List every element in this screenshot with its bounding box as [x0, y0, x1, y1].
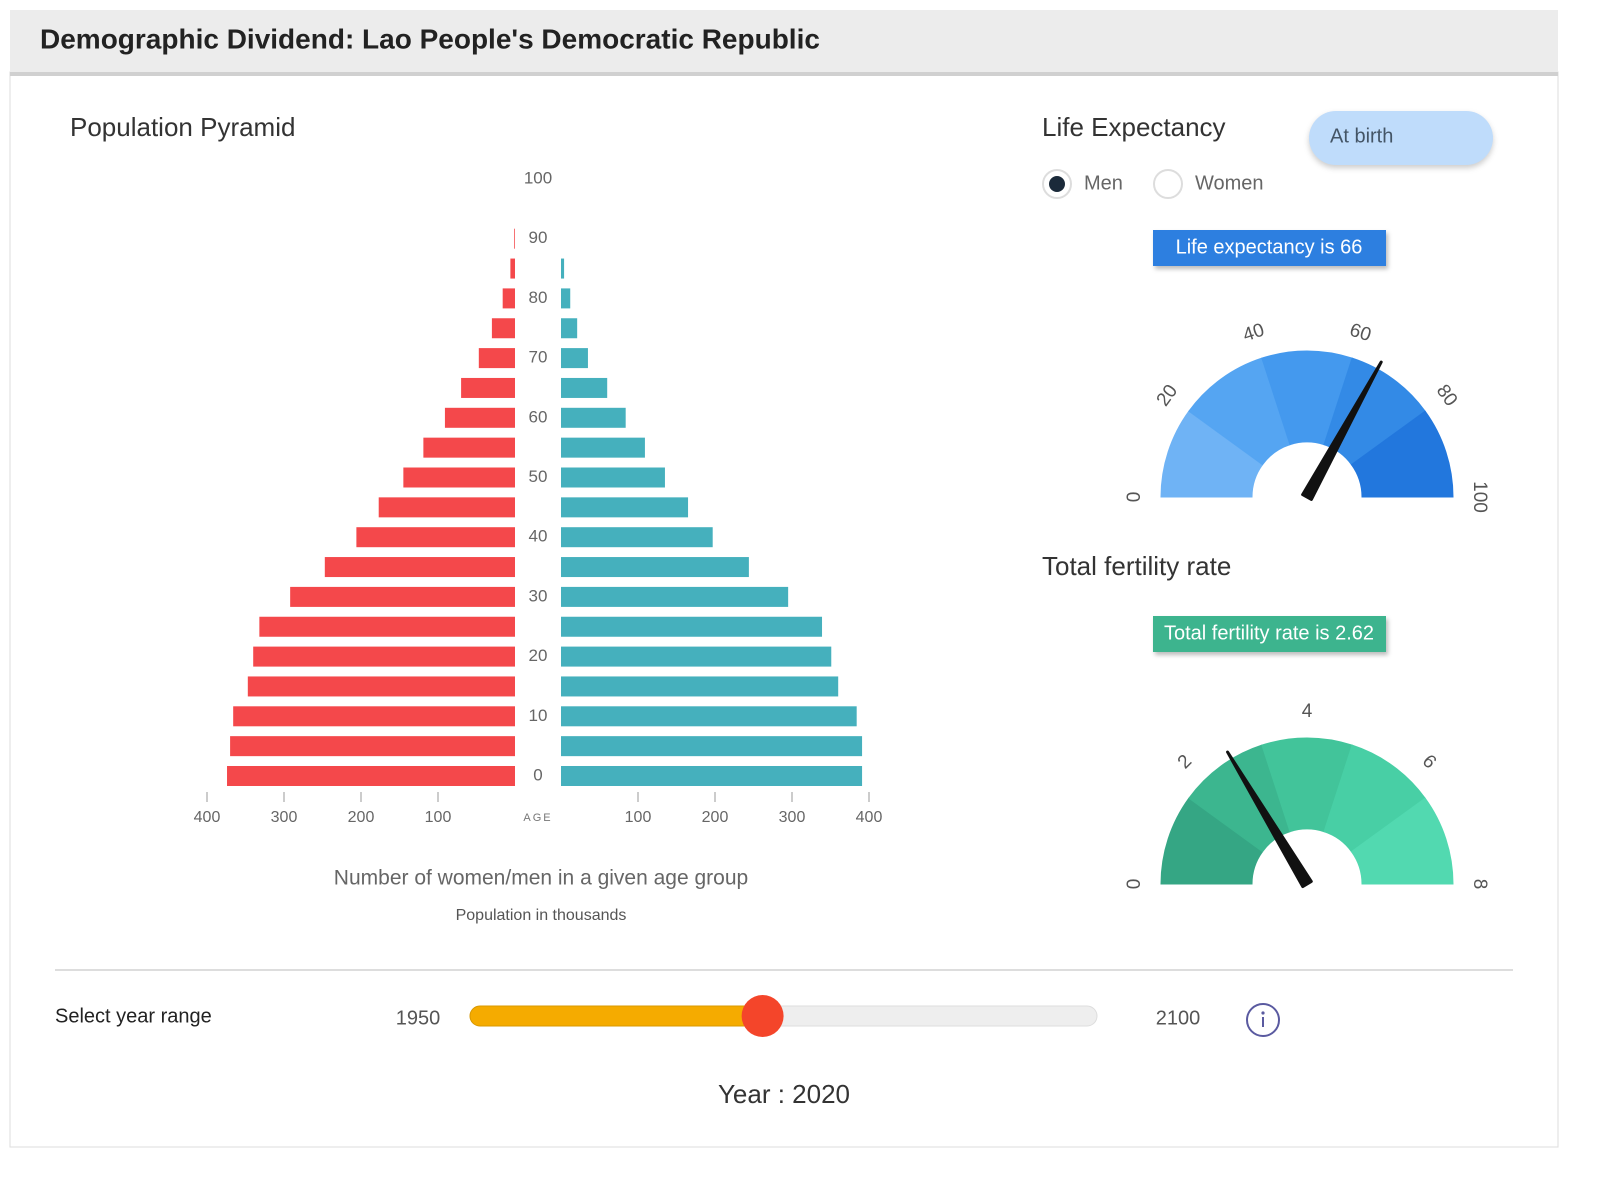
bar	[561, 557, 749, 578]
bar	[561, 527, 713, 548]
bar	[491, 318, 515, 339]
bar	[324, 557, 515, 578]
slider-label: Select year range	[55, 1005, 212, 1027]
header-shadow	[10, 72, 1558, 76]
header-bar	[10, 10, 1558, 74]
subtitle: Population in thousands	[456, 907, 627, 924]
info-button[interactable]	[1246, 1003, 1280, 1037]
bar	[378, 497, 515, 518]
bar	[561, 616, 823, 637]
bar	[253, 646, 515, 667]
gauge-needle	[1226, 750, 1313, 889]
bar	[423, 437, 515, 458]
radio-label[interactable]: Women	[1195, 172, 1264, 194]
bar	[403, 467, 515, 488]
bar	[561, 497, 689, 518]
slider-thumb[interactable]	[741, 995, 784, 1037]
bar	[230, 736, 515, 757]
x-tick-label: 100	[625, 809, 652, 826]
bar	[356, 527, 515, 548]
x-tick-label: 300	[271, 809, 298, 826]
bar	[478, 348, 515, 369]
y-tick-label: 40	[529, 527, 548, 546]
y-tick-label: 70	[529, 348, 548, 367]
bar	[227, 766, 515, 786]
bar	[561, 318, 578, 339]
info-circle[interactable]	[1246, 1003, 1280, 1037]
slider-min: 1950	[396, 1007, 441, 1029]
bar	[561, 736, 863, 757]
x-tick-label: 200	[702, 809, 729, 826]
gauge-band	[1350, 797, 1454, 885]
y-tick-label: 100	[524, 168, 552, 187]
bar	[514, 228, 515, 249]
bar	[561, 407, 626, 428]
gauge-value-label: Life expectancy is 66	[1176, 236, 1363, 258]
axis-label: AGE	[523, 812, 552, 824]
y-tick-label: 10	[529, 706, 548, 725]
gauge-title: Life Expectancy	[1042, 112, 1226, 142]
gauge-needle	[1301, 360, 1383, 501]
gauge-tick-label: 8	[1469, 879, 1490, 890]
y-tick-label: 30	[529, 586, 548, 605]
gauge-band	[1350, 410, 1454, 498]
gauge-tick-label: 100	[1469, 481, 1490, 513]
radio-label[interactable]: Men	[1084, 172, 1123, 194]
x-tick-label: 400	[194, 809, 221, 826]
bar	[247, 676, 515, 697]
bar	[233, 706, 515, 727]
bar	[510, 258, 515, 279]
x-axis-title: Number of women/men in a given age group	[334, 867, 748, 890]
page-title: Demographic Dividend: Lao People's Democ…	[40, 23, 820, 54]
x-tick-label: 100	[425, 809, 452, 826]
tab-button[interactable]	[1309, 111, 1493, 165]
y-tick-label: 50	[529, 467, 548, 486]
gauge-tick-label: 0	[1124, 492, 1145, 503]
x-tick-label: 400	[856, 809, 883, 826]
bar	[561, 348, 588, 369]
y-tick-label: 60	[529, 407, 548, 426]
info-dot[interactable]	[1261, 1011, 1265, 1015]
bar	[259, 616, 515, 637]
y-tick-label: 20	[529, 646, 548, 665]
x-tick-label: 200	[348, 809, 375, 826]
bar	[561, 646, 832, 667]
gauge-badge	[1153, 230, 1386, 266]
bar	[461, 377, 515, 398]
bar	[290, 586, 515, 607]
bar	[561, 288, 571, 309]
year-label: Year : 2020	[718, 1079, 850, 1109]
y-tick-label: 90	[529, 228, 548, 247]
slider-fill	[469, 1005, 764, 1027]
radio-button[interactable]	[1153, 169, 1183, 199]
bar	[561, 766, 863, 786]
bar	[444, 407, 515, 428]
x-tick-label: 300	[779, 809, 806, 826]
gauge-tick-label: 0	[1124, 879, 1145, 890]
tab-label[interactable]: At birth	[1330, 125, 1393, 147]
bar	[561, 377, 608, 398]
bar	[561, 467, 665, 488]
gauge-value-label: Total fertility rate is 2.62	[1164, 622, 1374, 644]
gauge-title: Total fertility rate	[1042, 551, 1231, 581]
radio-dot[interactable]	[1049, 176, 1065, 192]
y-tick-label: 80	[529, 288, 548, 307]
pyramid-title: Population Pyramid	[70, 112, 295, 142]
bar	[561, 676, 839, 697]
gauge-tick-label: 4	[1302, 701, 1313, 722]
bar	[561, 437, 645, 458]
bar	[502, 288, 515, 309]
bar	[561, 706, 857, 727]
gauge-badge	[1153, 616, 1386, 652]
bar	[561, 586, 789, 607]
y-tick-label: 0	[533, 765, 542, 784]
bar	[561, 258, 565, 279]
slider-max: 2100	[1156, 1007, 1201, 1029]
